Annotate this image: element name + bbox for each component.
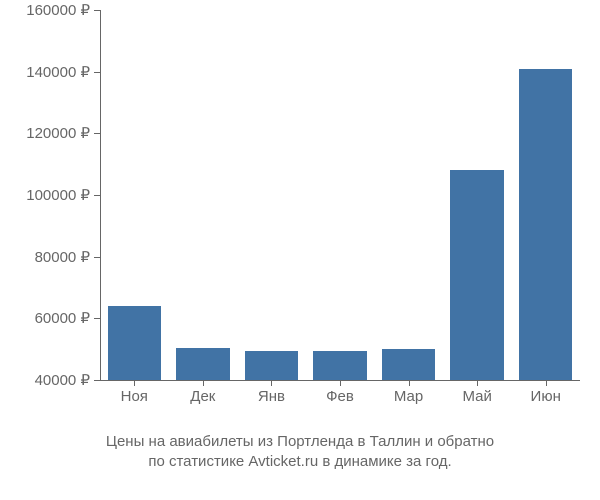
price-chart: 40000 ₽ 60000 ₽ 80000 ₽ 100000 ₽ 120000 ₽ 140…	[0, 0, 600, 500]
x-axis-tick	[477, 380, 478, 386]
x-axis-tick	[134, 380, 135, 386]
x-axis-tick	[546, 380, 547, 386]
x-axis-tick-label: Фев	[326, 388, 354, 405]
x-axis-tick-label: Май	[462, 388, 491, 405]
y-axis-tick-label: 120000 ₽	[0, 124, 90, 142]
x-axis-tick	[271, 380, 272, 386]
y-axis-tick-label: 80000 ₽	[0, 248, 90, 266]
x-axis-tick-label: Ноя	[121, 388, 148, 405]
y-axis-tick-label: 160000 ₽	[0, 1, 90, 19]
y-axis-tick	[94, 257, 100, 258]
y-axis-tick-label: 100000 ₽	[0, 186, 90, 204]
x-axis-tick-label: Мар	[394, 388, 423, 405]
y-axis-tick-label: 60000 ₽	[0, 309, 90, 327]
bar	[519, 69, 572, 380]
y-axis-tick	[94, 318, 100, 319]
y-axis-tick-label: 40000 ₽	[0, 371, 90, 389]
x-axis-tick-label: Июн	[531, 388, 561, 405]
bar	[313, 351, 366, 380]
x-axis-tick	[203, 380, 204, 386]
x-axis-tick-label: Янв	[258, 388, 285, 405]
y-axis-tick	[94, 133, 100, 134]
y-axis-tick	[94, 10, 100, 11]
bar	[176, 348, 229, 380]
caption-line-2: по статистике Avticket.ru в динамике за …	[148, 453, 451, 470]
y-axis-tick-label: 140000 ₽	[0, 63, 90, 81]
plot-area	[100, 10, 580, 380]
bar	[245, 351, 298, 380]
y-axis-tick	[94, 380, 100, 381]
x-axis-tick	[409, 380, 410, 386]
caption-line-1: Цены на авиабилеты из Портленда в Таллин…	[106, 433, 494, 450]
chart-caption: Цены на авиабилеты из Портленда в Таллин…	[0, 432, 600, 473]
x-axis-tick	[340, 380, 341, 386]
bar	[108, 306, 161, 380]
y-axis-tick	[94, 195, 100, 196]
x-axis-tick-label: Дек	[190, 388, 215, 405]
bar	[382, 349, 435, 380]
bar	[450, 170, 503, 380]
y-axis-tick	[94, 72, 100, 73]
